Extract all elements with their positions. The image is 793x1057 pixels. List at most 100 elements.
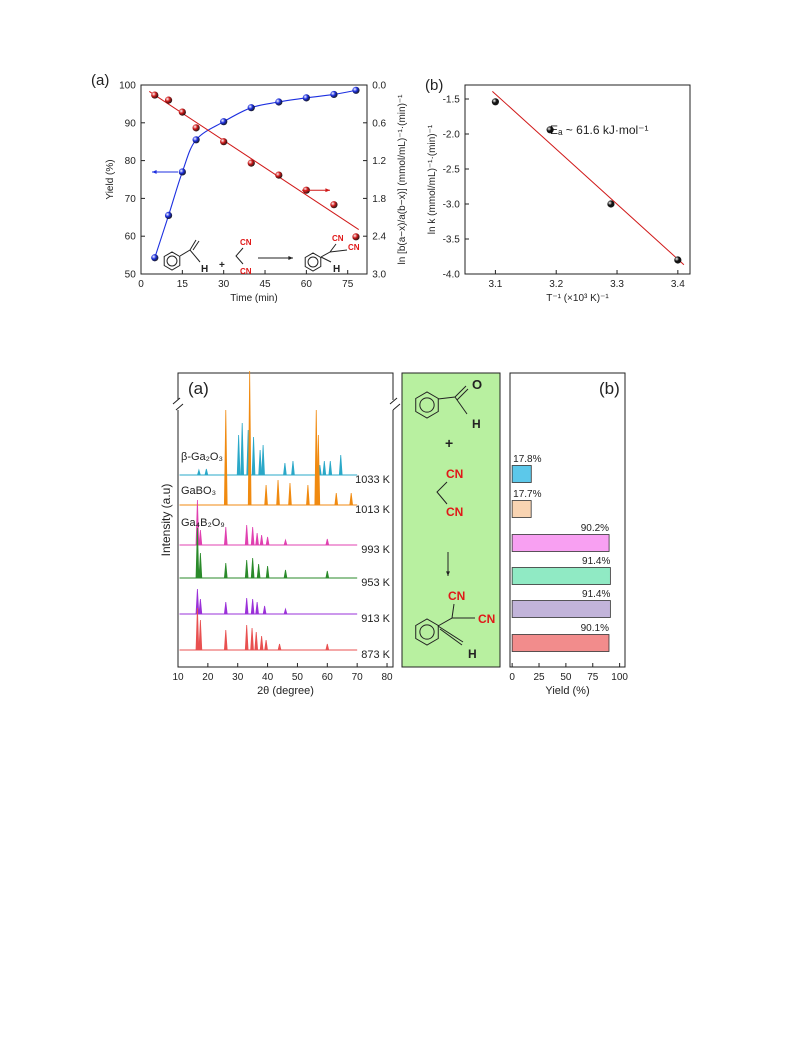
diffraction-peak bbox=[338, 454, 343, 476]
plot-frame bbox=[464, 84, 691, 275]
data-point bbox=[247, 104, 255, 112]
benzene-ring bbox=[163, 251, 181, 271]
diffraction-peak bbox=[277, 643, 282, 651]
data-point bbox=[546, 126, 554, 134]
diffraction-peak bbox=[256, 563, 261, 579]
diffraction-peak bbox=[223, 409, 228, 506]
diffraction-peak bbox=[283, 607, 288, 615]
y-tick-label: -4.0 bbox=[443, 270, 461, 281]
data-point bbox=[178, 168, 186, 176]
scheme-text: CN bbox=[448, 589, 465, 603]
y-tick-label: 90 bbox=[125, 118, 137, 129]
x-tick-label: 100 bbox=[611, 672, 628, 683]
x-axis-label: 2θ (degree) bbox=[257, 685, 314, 697]
panel-label: (b) bbox=[599, 379, 620, 398]
diffraction-peak bbox=[236, 434, 241, 476]
diffraction-peak bbox=[198, 529, 203, 546]
diffraction-peak bbox=[251, 436, 256, 476]
scheme-text: CN bbox=[478, 612, 495, 626]
diffraction-peak bbox=[283, 538, 288, 546]
axis-arrow-head bbox=[152, 169, 157, 174]
y-tick-label: -3.5 bbox=[443, 235, 461, 246]
bond bbox=[189, 239, 197, 251]
value-label: 90.2% bbox=[581, 523, 609, 534]
diffraction-peak bbox=[195, 607, 200, 651]
data-point bbox=[275, 171, 283, 179]
bar bbox=[511, 567, 611, 585]
bond bbox=[320, 243, 337, 258]
data-point bbox=[330, 201, 338, 209]
x-tick-label: 3.2 bbox=[549, 279, 563, 290]
diffraction-peak bbox=[265, 536, 270, 546]
x-tick-label: 15 bbox=[177, 279, 189, 290]
plot-frame bbox=[177, 372, 394, 668]
scheme-text: CN bbox=[332, 234, 344, 243]
bond bbox=[192, 240, 200, 251]
data-point bbox=[192, 136, 200, 144]
scheme-text: + bbox=[445, 435, 453, 451]
data-point bbox=[352, 86, 360, 94]
reaction-arrow-head bbox=[288, 256, 293, 260]
diffraction-peak bbox=[250, 598, 255, 615]
x-tick-label: 75 bbox=[587, 672, 599, 683]
diffraction-peak bbox=[223, 562, 228, 579]
y-tick-label: 0.0 bbox=[372, 81, 386, 92]
x-tick-label: 80 bbox=[381, 672, 393, 683]
x-tick-label: 50 bbox=[292, 672, 304, 683]
x-axis-label: Yield (%) bbox=[545, 685, 589, 697]
data-point bbox=[220, 138, 228, 146]
plot-frame bbox=[509, 372, 626, 668]
data-point bbox=[164, 96, 173, 104]
x-axis-label: T⁻¹ (×10³ K)⁻¹ bbox=[546, 293, 609, 304]
diffraction-peak bbox=[325, 643, 330, 651]
pattern-label: 993 K bbox=[361, 544, 390, 556]
diffraction-peak bbox=[254, 631, 259, 651]
diffraction-peak bbox=[322, 460, 327, 476]
diffraction-peak bbox=[247, 370, 252, 506]
data-point bbox=[275, 98, 283, 106]
y-axis-label: Intensity (a.u) bbox=[159, 484, 173, 557]
bar bbox=[511, 600, 611, 618]
diffraction-peak bbox=[250, 557, 255, 579]
diffraction-peak bbox=[316, 434, 321, 506]
benzene-inner bbox=[166, 255, 178, 267]
diffraction-peak bbox=[195, 527, 200, 579]
x-tick-label: 30 bbox=[218, 279, 230, 290]
phase-label: β-Ga₂O₃ bbox=[181, 451, 223, 463]
scheme-text: + bbox=[219, 260, 225, 271]
axis-break-gap bbox=[391, 400, 399, 410]
bar bbox=[511, 500, 532, 518]
scheme-text: CN bbox=[240, 267, 252, 276]
y-axis-label: Yield (%) bbox=[105, 159, 116, 199]
data-point bbox=[607, 200, 615, 208]
diffraction-peak bbox=[291, 460, 295, 476]
benzene-inner bbox=[307, 256, 319, 268]
x-tick-label: 0 bbox=[509, 672, 515, 683]
panel-label: (b) bbox=[425, 77, 443, 94]
diffraction-peak bbox=[197, 468, 201, 476]
bond bbox=[456, 388, 469, 401]
phase-label: Ga₄B₂O₉ bbox=[181, 517, 225, 529]
value-label: 17.8% bbox=[513, 454, 541, 465]
y-tick-label: 1.2 bbox=[372, 156, 386, 167]
diffraction-peak bbox=[198, 598, 203, 615]
x-tick-label: 50 bbox=[560, 672, 572, 683]
diffraction-peak bbox=[250, 627, 254, 651]
y-tick-label: 60 bbox=[125, 232, 137, 243]
diffraction-peak bbox=[261, 444, 265, 476]
diffraction-peak bbox=[255, 532, 259, 546]
y-tick-label: -2.5 bbox=[443, 165, 461, 176]
bar bbox=[511, 534, 610, 552]
fit-line bbox=[492, 90, 685, 266]
phase-label: GaBO₃ bbox=[181, 485, 216, 497]
diffraction-peak bbox=[223, 526, 228, 546]
y2-axis-label: ln [b(a−x)/a(b−x)] (mmol/mL)⁻¹·(min)⁻¹ bbox=[397, 94, 408, 265]
diffraction-peak bbox=[306, 484, 310, 506]
scheme-text: CN bbox=[446, 505, 463, 519]
diffraction-peak bbox=[325, 538, 330, 546]
x-tick-label: 70 bbox=[352, 672, 364, 683]
bar bbox=[511, 634, 610, 652]
pattern-label: 873 K bbox=[361, 649, 390, 661]
y-tick-label: -1.5 bbox=[443, 95, 461, 106]
